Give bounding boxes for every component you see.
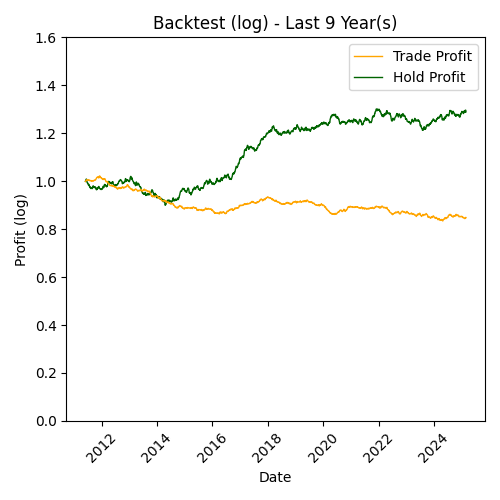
X-axis label: Date: Date — [259, 471, 292, 485]
Line: Trade Profit: Trade Profit — [86, 176, 466, 221]
Title: Backtest (log) - Last 9 Year(s): Backtest (log) - Last 9 Year(s) — [154, 15, 398, 33]
Y-axis label: Profit (log): Profit (log) — [15, 192, 29, 266]
Line: Hold Profit: Hold Profit — [86, 109, 466, 206]
Legend: Trade Profit, Hold Profit: Trade Profit, Hold Profit — [349, 44, 478, 90]
